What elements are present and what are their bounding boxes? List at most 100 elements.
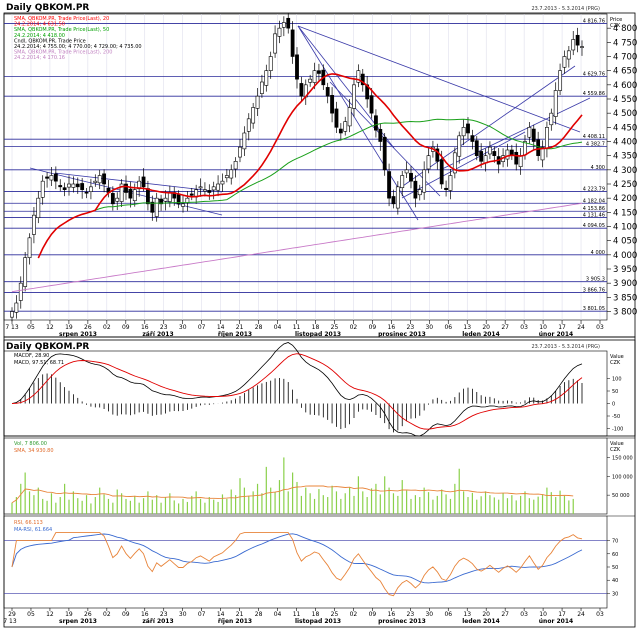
candle-body bbox=[53, 173, 58, 182]
candle-body bbox=[295, 54, 299, 80]
x-tick-label: 19 bbox=[65, 324, 73, 331]
price-tick-label: 3 900 bbox=[613, 279, 637, 289]
x-tick-label: 18 bbox=[312, 324, 320, 331]
candle-body bbox=[549, 112, 554, 126]
legend-entry: Cndl, QBKOM.PR, Trade Price bbox=[14, 38, 86, 44]
sma-20-line bbox=[37, 73, 583, 259]
candle-body bbox=[242, 132, 247, 150]
legend-entry: SMA, QBKOM.PR, Trade Price(Last), 20 bbox=[14, 16, 109, 22]
date-range: 23.7.2013 - 5.3.2014 (PRG) bbox=[531, 6, 600, 12]
candle-body bbox=[40, 180, 45, 198]
x-tick-label: 10 bbox=[539, 324, 547, 331]
candle-body bbox=[422, 169, 427, 193]
candle-body bbox=[32, 214, 36, 235]
bottom-x-tick-label: 23 bbox=[407, 611, 415, 618]
candle-body bbox=[448, 175, 453, 191]
candle-body bbox=[176, 194, 181, 205]
price-tick-label: 3 950 bbox=[613, 265, 637, 275]
candle-body bbox=[93, 180, 98, 183]
bottom-x-tick-label: 04 bbox=[274, 611, 282, 618]
price-tick-label: 4 200 bbox=[613, 194, 637, 204]
price-tick-label: 4 100 bbox=[613, 223, 637, 233]
candle-body bbox=[378, 129, 383, 142]
candle-body bbox=[536, 139, 541, 156]
candle-body bbox=[514, 151, 519, 165]
x-tick-label: 20 bbox=[482, 324, 490, 331]
macd-tick-label: 100 bbox=[612, 377, 622, 383]
x-tick-label: 26 bbox=[84, 324, 92, 331]
candle-body bbox=[128, 188, 133, 199]
price-tick-label: 4 600 bbox=[613, 81, 637, 91]
x-tick-label: 09 bbox=[369, 324, 377, 331]
candle-body bbox=[181, 203, 185, 207]
candle-body bbox=[466, 123, 470, 134]
bottom-x-tick-label: 02 bbox=[350, 611, 358, 618]
macd-tick-label: -100 bbox=[612, 427, 623, 433]
x-tick-label: 16 bbox=[388, 324, 396, 331]
price-tick-label: 4 750 bbox=[613, 38, 637, 48]
x-month-label: srpen 2013 bbox=[59, 331, 97, 338]
x-tick-label: 24 bbox=[577, 324, 585, 331]
bottom-x-tick-label: 21 bbox=[236, 611, 244, 618]
macd-tick-label: 0 bbox=[612, 402, 615, 408]
macd-date-range: 23.7.2013 - 5.3.2014 (PRG) bbox=[531, 344, 600, 350]
candle-body bbox=[352, 84, 356, 109]
price-tick-label: 4 050 bbox=[613, 237, 637, 247]
macd-axis-label: Value CZK bbox=[610, 354, 624, 366]
x-tick-label: 14 bbox=[217, 324, 225, 331]
price-tick-label: 4 550 bbox=[613, 95, 637, 105]
candle-body bbox=[23, 257, 28, 287]
price-tick-label: 4 300 bbox=[613, 166, 637, 176]
x-tick-label: 30 bbox=[425, 324, 433, 331]
candle-body bbox=[159, 198, 163, 205]
bottom-x-tick-label: 28 bbox=[255, 611, 263, 618]
candle-body bbox=[562, 56, 567, 68]
x-tick-label: 28 bbox=[255, 324, 263, 331]
x-tick-label: 21 bbox=[236, 324, 244, 331]
candle-body bbox=[435, 148, 440, 162]
x-tick-label: 23 bbox=[407, 324, 415, 331]
candle-body bbox=[75, 183, 80, 188]
bottom-x-tick-label: 02 bbox=[103, 611, 111, 618]
candle-body bbox=[299, 83, 304, 97]
candle-body bbox=[470, 135, 475, 142]
bottom-x-tick-label: 09 bbox=[122, 611, 130, 618]
candle-body bbox=[115, 197, 120, 202]
macd-line bbox=[11, 342, 583, 437]
candle-body bbox=[207, 190, 212, 193]
bottom-x-tick-label: 14 bbox=[217, 611, 225, 618]
candle-body bbox=[18, 282, 23, 301]
price-plot-area bbox=[3, 13, 608, 321]
level-label: 4 223.79 bbox=[583, 186, 605, 192]
level-label: 4 629.76 bbox=[583, 71, 605, 77]
candle-body bbox=[246, 118, 251, 132]
x-tick-label: 03 bbox=[596, 324, 604, 331]
candle-body bbox=[27, 237, 32, 258]
legend-entry: 24.2.2014; 4 631.50 bbox=[14, 22, 65, 28]
trend-line bbox=[297, 25, 395, 149]
candle-body bbox=[154, 197, 159, 217]
bottom-x-tick-label: 18 bbox=[312, 611, 320, 618]
bottom-x-month-label: říjen 2013 bbox=[218, 618, 252, 625]
candle-body bbox=[189, 193, 194, 196]
candle-body bbox=[67, 183, 71, 188]
price-panel-frame bbox=[3, 12, 636, 338]
candle-body bbox=[268, 56, 273, 71]
x-tick-label: 23 bbox=[160, 324, 168, 331]
price-tick-label: 3 800 bbox=[613, 308, 637, 318]
candle-body bbox=[360, 73, 365, 86]
candle-body bbox=[286, 17, 291, 29]
candle-body bbox=[308, 78, 313, 83]
x-month-label: prosinec 2013 bbox=[378, 331, 426, 338]
bottom-x-tick-label: 06 bbox=[444, 611, 452, 618]
candle-body bbox=[167, 192, 172, 202]
bottom-x-month-label: leden 2014 bbox=[462, 618, 500, 625]
candle-body bbox=[417, 189, 422, 196]
x-tick-label: 03 bbox=[520, 324, 528, 331]
candle-body bbox=[290, 29, 295, 57]
legend-entry: SMA, QBKOM.PR, Trade Price(Last), 200 bbox=[14, 50, 112, 56]
candle-body bbox=[391, 196, 396, 205]
price-tick-label: 4 800 bbox=[613, 24, 637, 34]
level-label: 4 000 bbox=[591, 250, 605, 256]
rsi-series: 70 60 50 40 30 bbox=[4, 532, 618, 597]
